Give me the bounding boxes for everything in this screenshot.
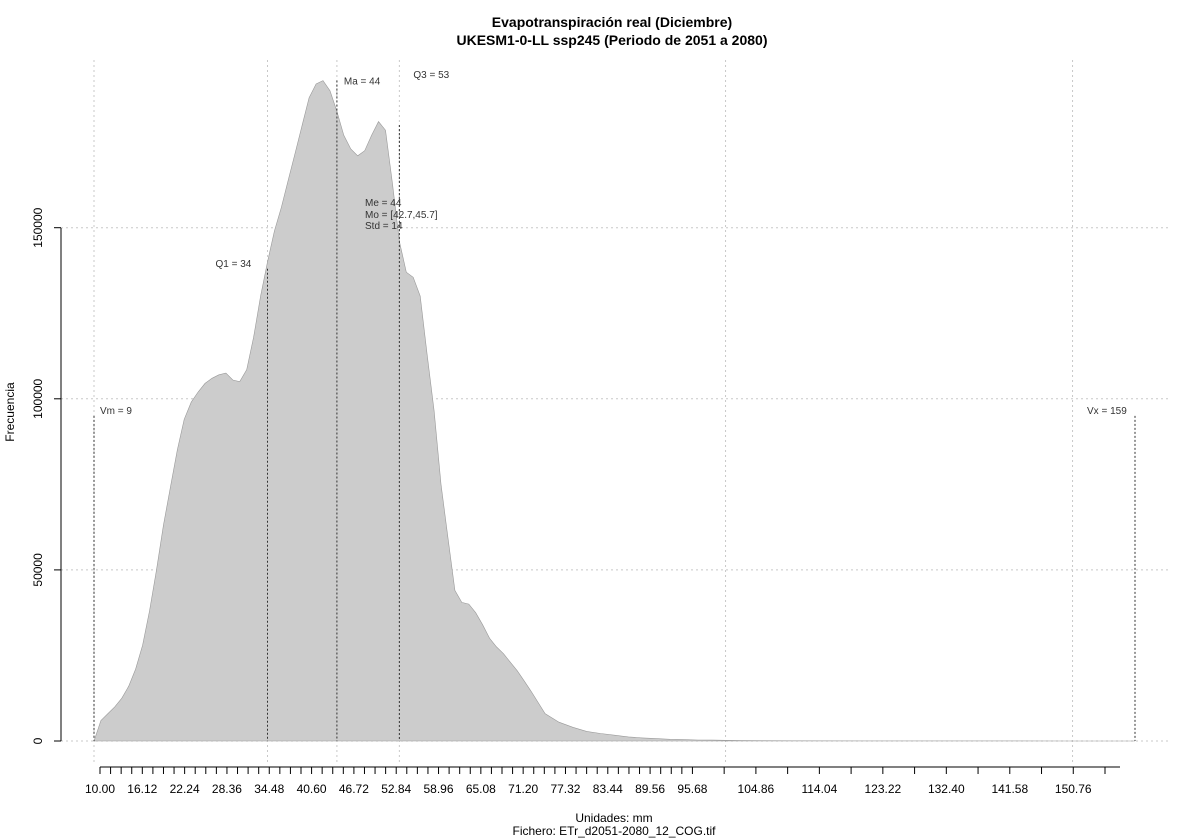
- y-tick-label-3: 150000: [31, 207, 45, 247]
- x-tick-label-11: 77.32: [550, 782, 580, 796]
- y-axis: 0 50000 100000 150000: [31, 207, 61, 744]
- x-tick-label-6: 46.72: [339, 782, 369, 796]
- stat-median: Me = 44: [365, 198, 402, 209]
- x-tick-label-15: 104.86: [738, 782, 775, 796]
- x-axis: 10.00 16.12 22.24 28.36 34.48 40.60 46.72 52.84…: [85, 767, 1106, 796]
- x-tick-label-13: 89.56: [635, 782, 665, 796]
- x-tick-label-10: 71.20: [508, 782, 538, 796]
- x-tick-label-2: 22.24: [170, 782, 200, 796]
- stats-box: Me = 44 Mo = [42.7,45.7] Std = 14: [365, 198, 438, 232]
- marker-label-2: Ma = 44: [344, 77, 381, 88]
- x-tick-label-20: 150.76: [1055, 782, 1092, 796]
- marker-lines: Vm = 9 Q1 = 34 Ma = 44 Q3 = 53 Vx = 159: [93, 70, 1136, 741]
- file-caption: Fichero: ETr_d2051-2080_12_COG.tif: [513, 824, 717, 838]
- x-tick-label-9: 65.08: [466, 782, 496, 796]
- stat-std: Std = 14: [365, 221, 403, 232]
- x-tick-label-17: 123.22: [864, 782, 901, 796]
- marker-label-0: Vm = 9: [100, 406, 132, 417]
- x-tick-label-14: 95.68: [677, 782, 707, 796]
- marker-label-4: Vx = 159: [1087, 406, 1127, 417]
- y-tick-label-2: 100000: [31, 378, 45, 418]
- x-tick-label-16: 114.04: [801, 782, 837, 796]
- x-tick-label-0: 10.00: [85, 782, 115, 796]
- stat-mode: Mo = [42.7,45.7]: [365, 210, 438, 221]
- x-tick-label-1: 16.12: [127, 782, 157, 796]
- density-area: [93, 80, 1135, 742]
- chart-title: Evapotranspiración real (Diciembre): [492, 14, 732, 30]
- x-tick-label-5: 40.60: [297, 782, 327, 796]
- x-tick-label-3: 28.36: [212, 782, 242, 796]
- x-tick-label-7: 52.84: [381, 782, 411, 796]
- x-tick-label-8: 58.96: [424, 782, 454, 796]
- marker-label-3: Q3 = 53: [413, 70, 449, 81]
- y-tick-label-0: 0: [31, 737, 45, 744]
- x-tick-label-19: 141.58: [991, 782, 1028, 796]
- x-tick-label-18: 132.40: [928, 782, 965, 796]
- x-tick-label-4: 34.48: [254, 782, 284, 796]
- x-tick-label-12: 83.44: [593, 782, 623, 796]
- chart-subtitle: UKESM1-0-LL ssp245 (Periodo de 2051 a 20…: [457, 32, 768, 48]
- x-axis-label: Unidades: mm: [575, 811, 652, 825]
- marker-label-1: Q1 = 34: [216, 259, 252, 270]
- y-axis-label: Frecuencia: [3, 382, 17, 442]
- y-tick-label-1: 50000: [31, 553, 45, 587]
